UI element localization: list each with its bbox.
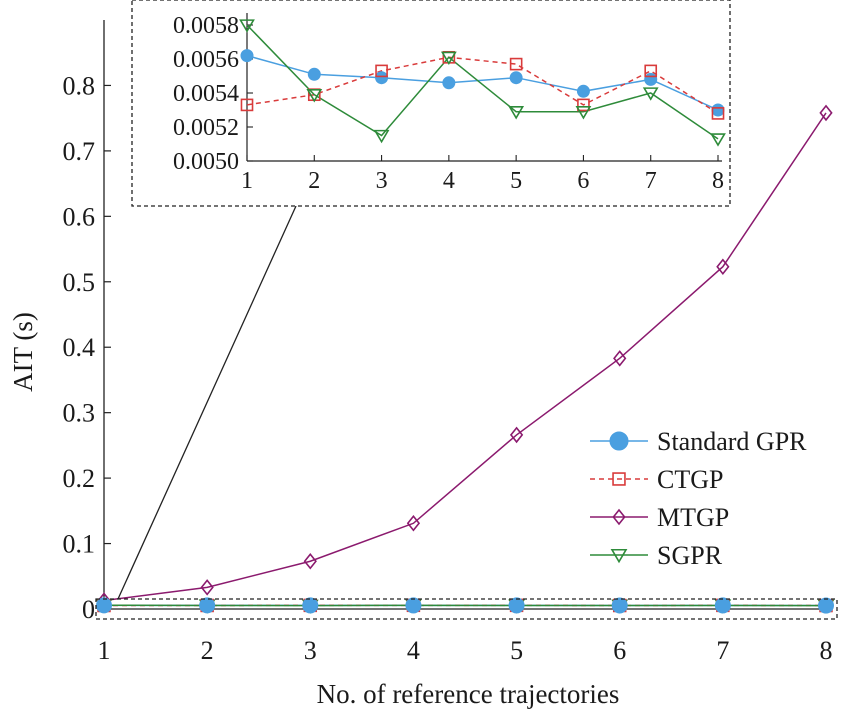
inset-x-tick-label: 8 — [712, 168, 724, 194]
inset-data-point-ctgp — [240, 98, 254, 112]
legend-marker — [610, 548, 628, 564]
y-tick-label: 0.6 — [63, 202, 96, 231]
inset-series-line-sgpr — [246, 24, 719, 140]
inset-data-point-sgpr — [440, 51, 457, 66]
data-point-standard-gpr — [714, 597, 731, 614]
connector-line — [117, 205, 297, 600]
data-point-standard-gpr — [302, 597, 319, 614]
x-axis-label: No. of reference trajectories — [317, 679, 620, 709]
y-tick-label: 0.8 — [63, 71, 96, 100]
data-point-standard-gpr — [818, 597, 834, 614]
inset-data-point-ctgp — [711, 107, 725, 120]
inset-frame — [131, 0, 731, 207]
inset-data-point-standard-gpr — [442, 76, 456, 90]
inset-data-point-standard-gpr — [240, 49, 254, 63]
data-point-mtgp — [819, 104, 833, 122]
inset-data-point-ctgp — [644, 64, 658, 78]
y-tick-label: 0.7 — [63, 137, 96, 166]
x-tick-label: 6 — [613, 636, 626, 665]
inset-data-point-standard-gpr — [576, 84, 590, 98]
inset-data-point-sgpr — [373, 129, 390, 144]
inset-x-tick-label: 2 — [308, 168, 320, 194]
inset-x-tick-label: 1 — [241, 168, 253, 194]
inset-y-tick-label: 0.0050 — [173, 149, 239, 175]
x-tick-label: 3 — [304, 636, 317, 665]
data-point-mtgp — [406, 514, 421, 532]
data-point-mtgp — [303, 552, 317, 570]
legend-marker — [609, 431, 629, 451]
inset-data-point-sgpr — [710, 133, 726, 147]
y-tick-label: 0.5 — [63, 268, 96, 297]
inset-x-tick-label: 5 — [510, 168, 522, 194]
inset-y-tick-label: 0.0052 — [173, 115, 239, 141]
legend-marker — [612, 472, 626, 486]
inset-x-tick-label: 6 — [577, 168, 589, 194]
y-tick-label: 0.1 — [63, 530, 96, 559]
inset-data-point-sgpr — [239, 19, 255, 33]
inset-series-line-ctgp — [246, 56, 719, 115]
x-tick-label: 8 — [820, 636, 833, 665]
inset-data-point-standard-gpr — [711, 103, 725, 117]
inset-y-tick-label: 0.0054 — [173, 81, 239, 107]
data-point-standard-gpr — [611, 597, 628, 614]
legend-marker — [612, 508, 626, 526]
inset-y-tick-label: 0.0058 — [173, 13, 239, 39]
legend-label: MTGP — [657, 503, 729, 532]
zoom-connector-line — [117, 205, 297, 600]
inset-data-point-sgpr — [575, 106, 592, 120]
inset-data-point-sgpr — [642, 87, 659, 101]
zoom-region-box — [95, 598, 838, 620]
legend-label: CTGP — [657, 465, 723, 494]
legend-label: SGPR — [657, 541, 723, 570]
y-axis-label: AIT (s) — [8, 312, 38, 392]
y-tick-label: 0.3 — [63, 399, 96, 428]
data-point-standard-gpr — [96, 597, 112, 614]
x-tick-label: 4 — [407, 636, 420, 665]
x-tick-label: 7 — [716, 636, 729, 665]
y-tick-label: 0.4 — [63, 333, 96, 362]
main-plot: 0 0.1 0.2 0.3 0.4 0.5 0.6 0.7 0.8 1 2 3 4 5 6 7 8 — [63, 20, 838, 665]
inset-data-point-ctgp — [509, 57, 523, 71]
y-tick-label: 0.2 — [63, 464, 96, 493]
inset-plot: 0.0050 0.0052 0.0054 0.0056 0.0058 1 2 3 4 5 6 7 8 — [131, 0, 731, 207]
data-point-standard-gpr — [199, 597, 216, 614]
x-tick-label: 2 — [201, 636, 214, 665]
inset-data-point-sgpr — [306, 89, 323, 103]
inset-y-tick-label: 0.0056 — [173, 47, 239, 73]
x-tick-label: 1 — [98, 636, 111, 665]
data-point-mtgp — [613, 350, 627, 367]
data-point-mtgp — [716, 258, 730, 276]
data-point-standard-gpr — [508, 597, 525, 614]
data-point-mtgp — [509, 426, 524, 444]
series-line-mtgp — [103, 112, 827, 602]
inset-data-point-standard-gpr — [375, 71, 389, 85]
inset-data-point-sgpr — [508, 106, 525, 120]
inset-data-point-standard-gpr — [509, 71, 523, 85]
inset-x-tick-label: 7 — [645, 168, 657, 194]
inset-data-point-ctgp — [577, 98, 590, 112]
inset-x-tick-label: 3 — [376, 168, 388, 194]
inset-data-point-standard-gpr — [644, 72, 658, 86]
legend-label: Standard GPR — [657, 427, 807, 456]
data-point-mtgp — [200, 579, 214, 596]
x-tick-label: 5 — [510, 636, 523, 665]
data-point-standard-gpr — [405, 597, 422, 614]
inset-x-tick-label: 4 — [443, 168, 455, 194]
legend: Standard GPR CTGP MTGP SGPR — [590, 427, 807, 570]
inset-series-line-standard-gpr — [246, 54, 719, 111]
y-tick-label: 0 — [82, 595, 95, 624]
inset-data-point-ctgp — [375, 64, 388, 78]
inset-data-point-standard-gpr — [307, 67, 321, 81]
